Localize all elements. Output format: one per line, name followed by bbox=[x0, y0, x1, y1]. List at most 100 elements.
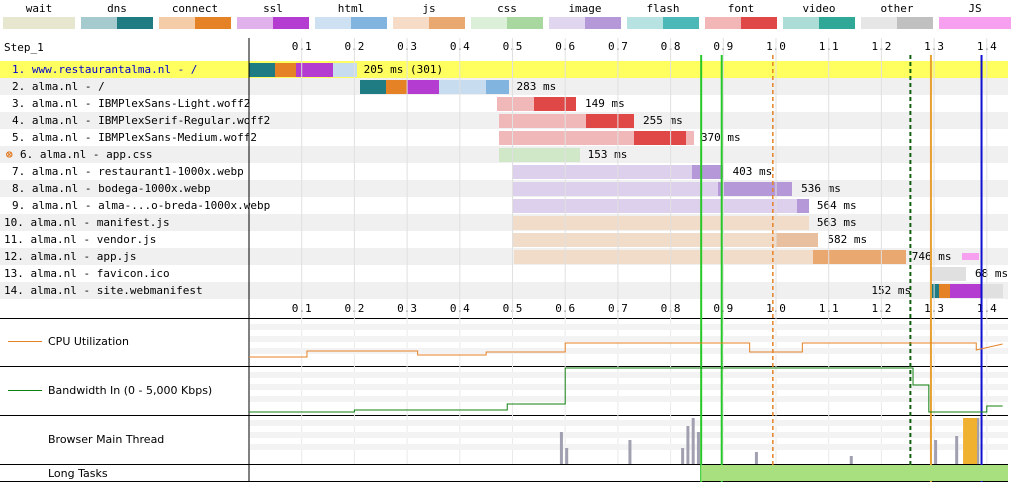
legend-swatch bbox=[627, 17, 699, 29]
panel-stripe bbox=[250, 432, 1008, 438]
request-bar-segment bbox=[512, 199, 798, 213]
legend-label: css bbox=[497, 2, 517, 15]
request-bar-segment bbox=[586, 114, 634, 128]
request-duration: 582 ms bbox=[827, 233, 868, 246]
request-bar-segment bbox=[499, 114, 587, 128]
request-bar-segment bbox=[486, 80, 509, 94]
cpu-graph bbox=[249, 342, 1003, 358]
panel-stripe bbox=[250, 336, 1008, 342]
request-label[interactable]: 1. www.restaurantalma.nl - / bbox=[12, 63, 198, 76]
request-bar-segment bbox=[691, 165, 724, 179]
main-thread-spike bbox=[976, 418, 980, 464]
request-label: 6. alma.nl - app.css bbox=[20, 148, 153, 161]
request-duration: 563 ms bbox=[816, 216, 857, 229]
request-label: 9. alma.nl - alma-...o-breda-1000x.webp bbox=[12, 199, 271, 212]
request-bar-segment bbox=[512, 182, 719, 196]
long-tasks-panel-label: Long Tasks bbox=[48, 467, 108, 480]
main-thread-script-block bbox=[963, 418, 978, 464]
main-thread-spike bbox=[628, 440, 632, 464]
panel-stripe bbox=[250, 324, 1008, 330]
request-bar-segment bbox=[686, 131, 695, 145]
request-label: 14. alma.nl - site.webmanifest bbox=[4, 284, 203, 297]
request-bar-segment bbox=[812, 250, 906, 264]
request-bar-segment bbox=[512, 233, 776, 247]
request-bar-segment bbox=[930, 284, 940, 298]
request-bar-segment bbox=[633, 131, 687, 145]
main-thread-spike bbox=[681, 448, 685, 464]
request-bar-segment bbox=[438, 80, 487, 94]
legend-swatch bbox=[3, 17, 75, 29]
request-label: 3. alma.nl - IBMPlexSans-Light.woff2 bbox=[12, 97, 251, 110]
request-label: 12. alma.nl - app.js bbox=[4, 250, 137, 263]
request-label: 11. alma.nl - vendor.js bbox=[4, 233, 157, 246]
main-thread-spike bbox=[934, 440, 938, 464]
divider bbox=[0, 318, 1008, 319]
main-thread-spike bbox=[559, 432, 563, 464]
request-bar-segment bbox=[776, 233, 819, 247]
panel-stripe bbox=[250, 348, 1008, 354]
main-thread-spike bbox=[955, 436, 959, 464]
legend-swatch bbox=[81, 17, 153, 29]
request-duration: 403 ms bbox=[732, 165, 773, 178]
request-bar-segment bbox=[296, 63, 334, 77]
request-bar-segment bbox=[718, 182, 792, 196]
panel-stripe bbox=[250, 420, 1008, 426]
legend-label: connect bbox=[171, 2, 219, 15]
panel-stripe bbox=[250, 384, 1008, 390]
legend-swatch bbox=[783, 17, 855, 29]
request-label: 7. alma.nl - restaurant1-1000x.webp bbox=[12, 165, 244, 178]
request-label: 2. alma.nl - / bbox=[12, 80, 105, 93]
divider bbox=[0, 464, 1008, 465]
long-task-bar bbox=[701, 465, 1008, 481]
request-duration: 283 ms bbox=[516, 80, 557, 93]
request-row[interactable] bbox=[0, 163, 1008, 180]
main-thread-spike bbox=[691, 418, 695, 464]
bandwidth-graph bbox=[249, 367, 1003, 413]
main-thread-panel-label: Browser Main Thread bbox=[48, 433, 165, 446]
divider bbox=[0, 415, 1008, 416]
divider bbox=[0, 366, 1008, 367]
request-duration: 205 ms (301) bbox=[363, 63, 444, 76]
legend-label: other bbox=[880, 2, 914, 15]
request-row[interactable] bbox=[0, 282, 1008, 299]
main-thread-spike bbox=[565, 448, 569, 464]
request-bar-segment bbox=[513, 250, 813, 264]
request-label: 8. alma.nl - bodega-1000x.webp bbox=[12, 182, 211, 195]
request-bar-segment bbox=[249, 63, 276, 77]
legend-label: image bbox=[568, 2, 602, 15]
request-duration: 564 ms bbox=[816, 199, 857, 212]
main-thread-spike bbox=[696, 432, 700, 464]
legend-swatch bbox=[159, 17, 231, 29]
legend-label: video bbox=[802, 2, 836, 15]
request-bar-segment bbox=[499, 131, 634, 145]
request-row[interactable] bbox=[0, 265, 1008, 282]
legend-label: html bbox=[337, 2, 365, 15]
request-duration: 255 ms bbox=[642, 114, 683, 127]
legend-swatch bbox=[549, 17, 621, 29]
request-bar-segment bbox=[386, 80, 408, 94]
request-bar-segment bbox=[797, 199, 809, 213]
request-bar-segment bbox=[496, 97, 534, 111]
request-duration: 68 ms bbox=[974, 267, 1009, 280]
bandwidth-legend-line bbox=[8, 390, 42, 391]
legend-swatch bbox=[861, 17, 933, 29]
request-duration: 149 ms bbox=[585, 97, 625, 110]
request-label: 4. alma.nl - IBMPlexSerif-Regular.woff2 bbox=[12, 114, 271, 127]
request-duration: 536 ms bbox=[801, 182, 841, 195]
legend-label: wait bbox=[25, 2, 53, 15]
request-bar-segment bbox=[275, 63, 297, 77]
request-bar-segment bbox=[333, 63, 358, 77]
main-thread-spike bbox=[849, 456, 853, 464]
legend-label: flash bbox=[646, 2, 680, 15]
legend-swatch bbox=[393, 17, 465, 29]
request-bar-segment bbox=[512, 216, 809, 230]
request-bar-segment bbox=[499, 148, 580, 162]
request-label: 10. alma.nl - manifest.js bbox=[4, 216, 170, 229]
legend-swatch bbox=[471, 17, 543, 29]
js-execution-mark bbox=[962, 253, 980, 260]
request-bar-segment bbox=[949, 284, 982, 298]
legend-label: js bbox=[422, 2, 436, 15]
request-bar-segment bbox=[407, 80, 439, 94]
bandwidth-panel-label: Bandwidth In (0 - 5,000 Kbps) bbox=[48, 384, 213, 397]
